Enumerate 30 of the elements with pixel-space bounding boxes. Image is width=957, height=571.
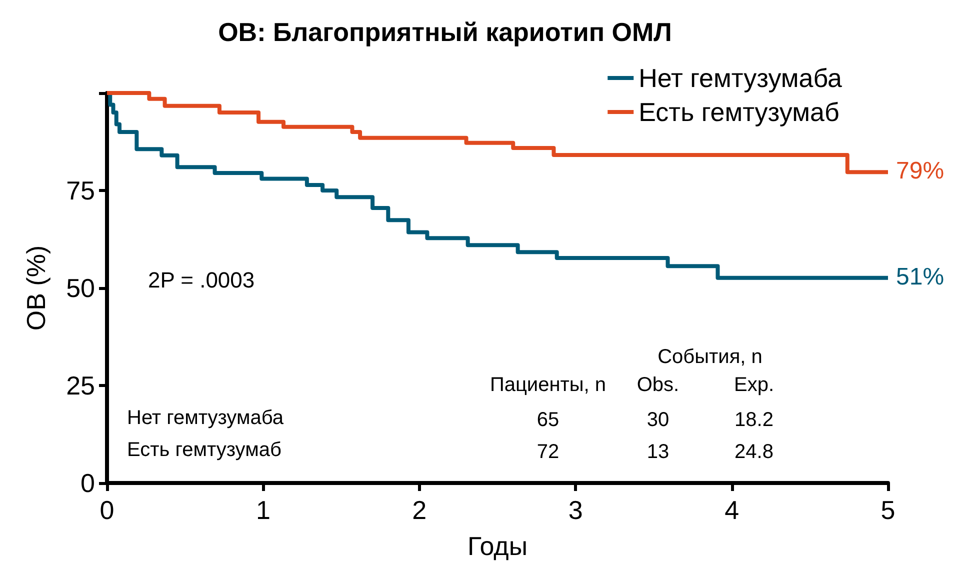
chart-title: ОВ: Благоприятный кариотип ОМЛ [218,17,672,47]
x-tick-label: 3 [568,495,583,525]
x-tick-label: 4 [724,495,740,525]
annotation: Exp. [734,374,774,396]
y-tick-label: 0 [80,468,95,498]
annotation: 2P = .0003 [148,268,255,292]
annotation: 72 [536,441,560,463]
annotation: Obs. [636,374,680,396]
annotation: 51% [896,263,944,290]
legend-label: Нет гемтузумаба [638,63,843,93]
y-axis-title: ОВ (%) [21,245,51,331]
annotation: 79% [896,158,944,185]
annotation: События, n [658,346,762,368]
annotation: Нет гемтузумаба [127,407,284,429]
x-axis-title: Годы [467,531,528,561]
y-tick-label: 50 [66,273,95,303]
x-tick-label: 0 [100,495,114,525]
y-tick-label: 75 [66,176,95,206]
annotation: 24.8 [734,441,774,463]
annotation: 13 [646,441,670,463]
annotation: Пациенты, n [490,374,606,396]
x-tick-label: 2 [412,495,427,525]
legend-label: Есть гемтузумаб [638,97,840,127]
x-tick-label: 1 [256,495,270,525]
annotation: Есть гемтузумаб [127,439,282,461]
y-tick-label: 25 [66,370,95,400]
annotation: 18.2 [734,409,774,431]
annotation: 65 [536,409,560,431]
annotation: 30 [646,409,670,431]
x-tick-label: 5 [880,495,896,525]
